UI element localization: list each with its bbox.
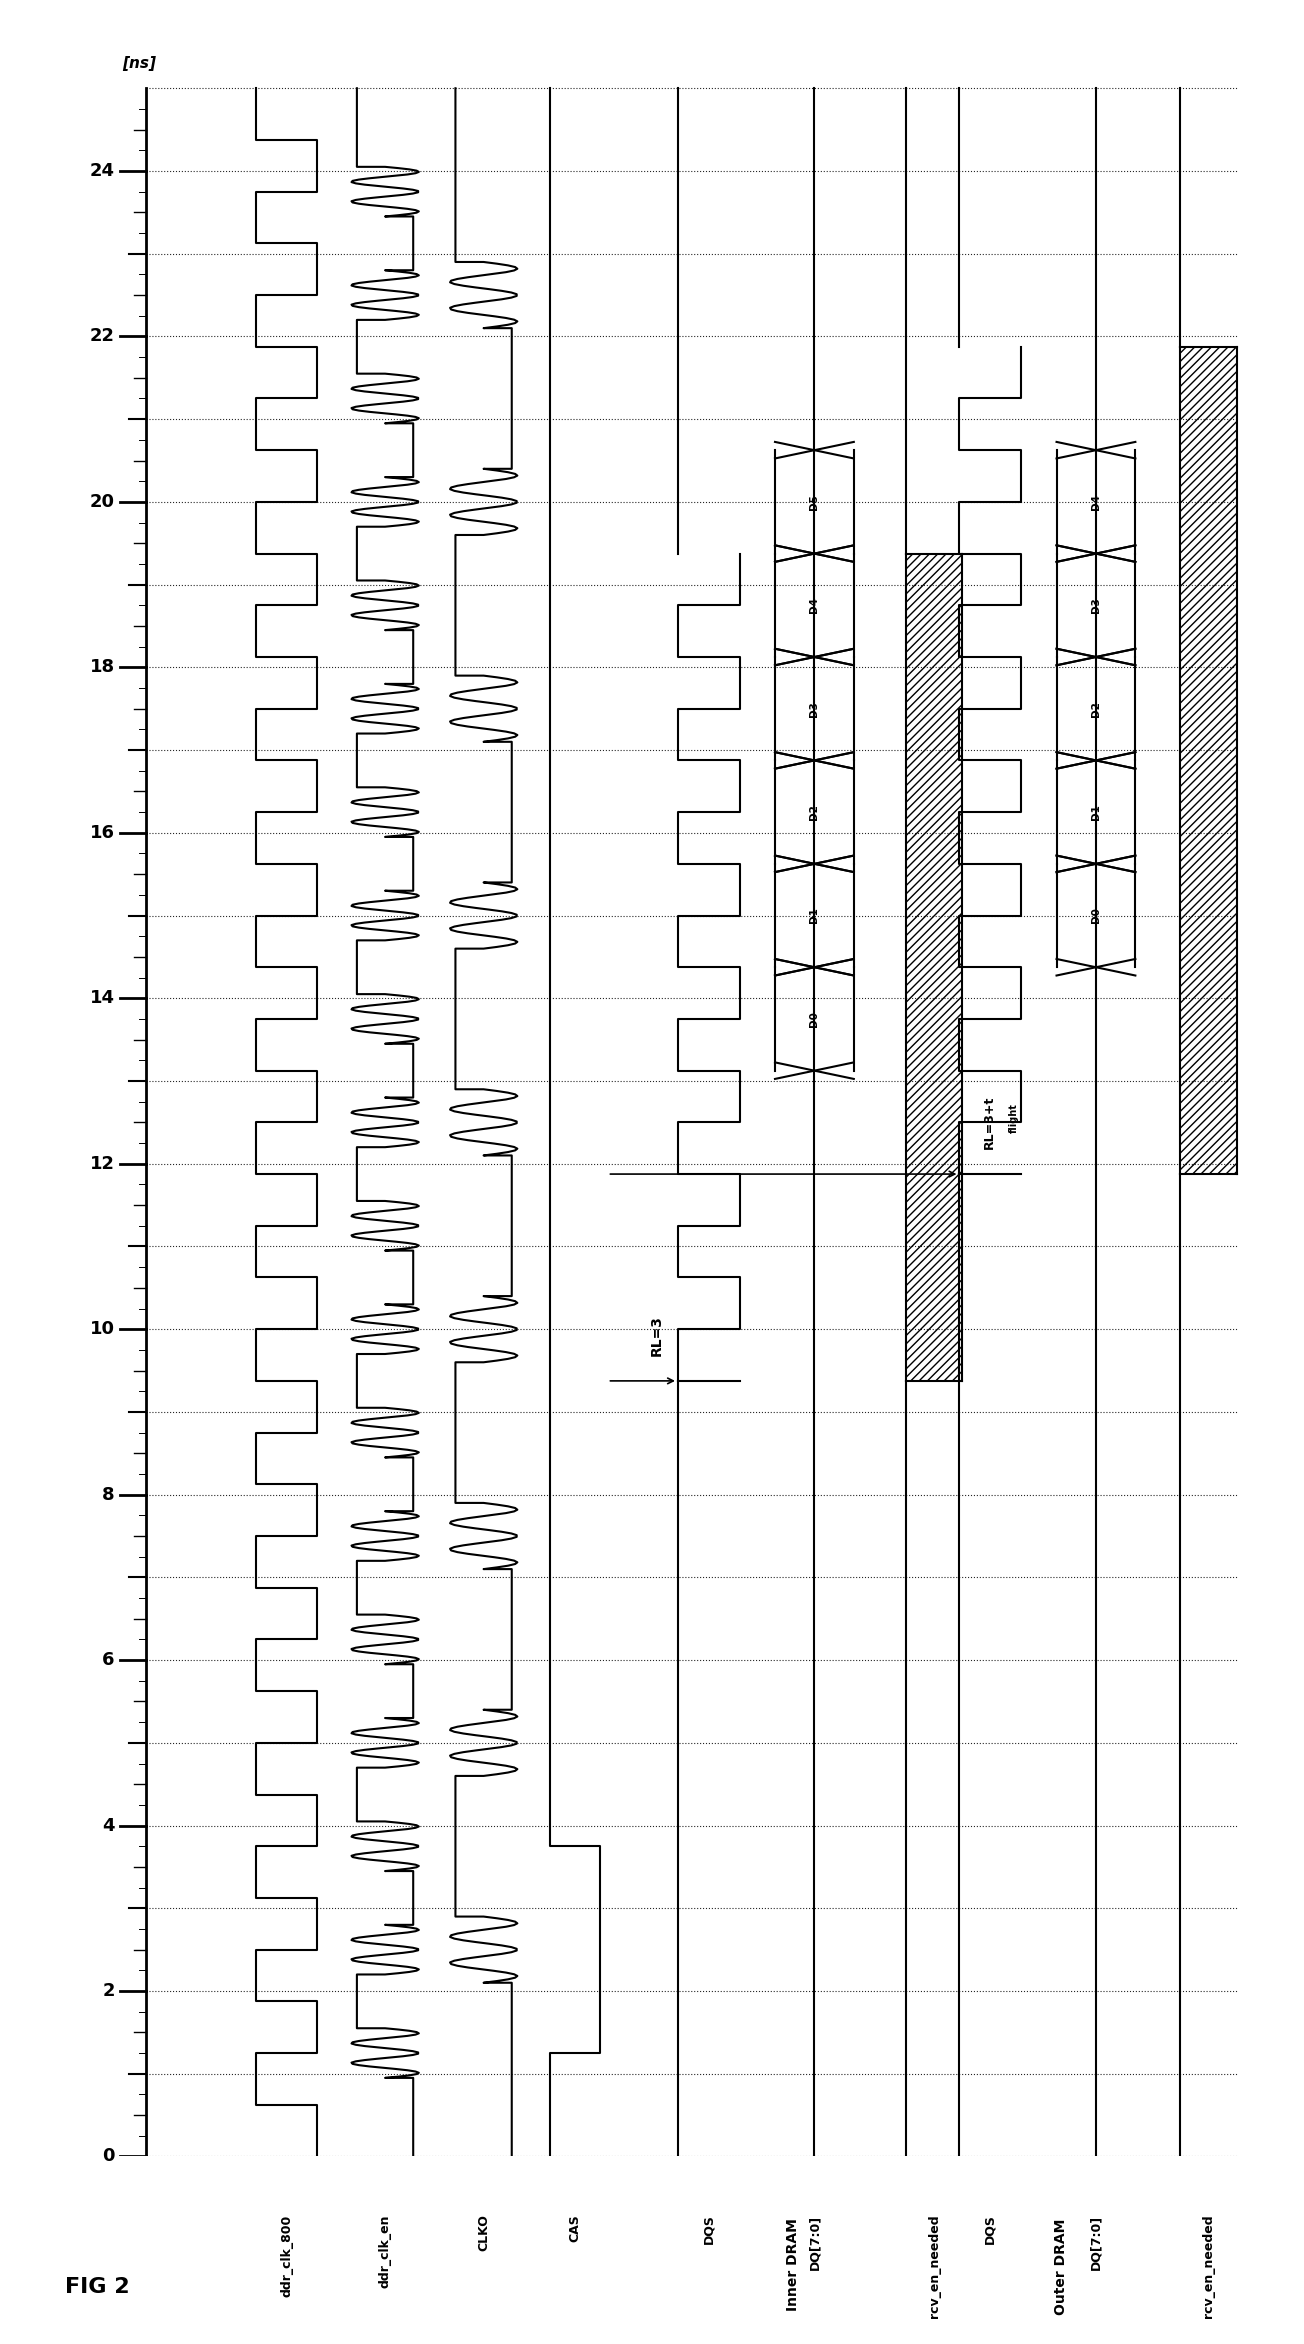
Text: RL=3+t: RL=3+t [983,1097,996,1149]
Text: 20: 20 [90,492,115,511]
Text: Inner DRAM: Inner DRAM [786,2217,801,2311]
Text: 2: 2 [102,1983,115,1999]
Text: 16: 16 [90,823,115,841]
Text: RL=3: RL=3 [649,1315,664,1357]
Text: DQ[7:0]: DQ[7:0] [808,2215,822,2269]
Text: 0: 0 [102,2147,115,2166]
Text: CAS: CAS [569,2215,582,2243]
Text: rcv_en_needed: rcv_en_needed [1202,2215,1215,2318]
Text: D0: D0 [810,1010,819,1027]
Text: ddr_clk_en: ddr_clk_en [378,2215,391,2288]
Text: D1: D1 [1091,804,1101,820]
Text: D4: D4 [1091,495,1101,511]
Text: [ns]: [ns] [121,56,155,70]
Text: 18: 18 [90,659,115,677]
Text: D3: D3 [810,701,819,717]
Text: FIG 2: FIG 2 [65,2276,130,2297]
Text: D4: D4 [810,598,819,614]
Text: D1: D1 [810,907,819,924]
Text: 24: 24 [90,162,115,180]
Text: ddr_clk_800: ddr_clk_800 [280,2215,293,2297]
Text: DQS: DQS [985,2215,996,2243]
Text: 10: 10 [90,1320,115,1338]
Text: DQ[7:0]: DQ[7:0] [1089,2215,1102,2269]
Text: D2: D2 [1091,701,1101,717]
Text: Outer DRAM: Outer DRAM [1054,2217,1068,2316]
Text: CLKO: CLKO [477,2215,490,2250]
Text: 12: 12 [90,1156,115,1172]
Text: D5: D5 [810,495,819,511]
Text: D3: D3 [1091,598,1101,614]
Text: 22: 22 [90,328,115,345]
Text: DQS: DQS [703,2215,716,2243]
Text: rcv_en_needed: rcv_en_needed [927,2215,940,2318]
Text: 4: 4 [102,1817,115,1835]
Text: 14: 14 [90,989,115,1008]
Text: flight: flight [1009,1102,1018,1132]
Text: 8: 8 [102,1486,115,1503]
Text: D0: D0 [1091,907,1101,924]
Text: D2: D2 [810,804,819,820]
Text: 6: 6 [102,1650,115,1669]
